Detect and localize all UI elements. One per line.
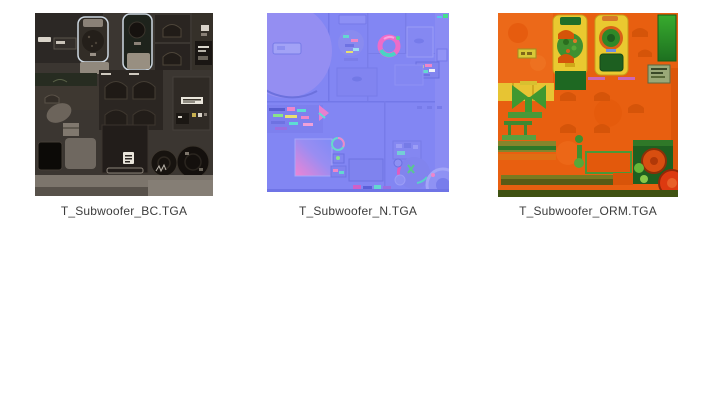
file-item-bc[interactable]: T_Subwoofer_BC.TGA: [35, 13, 213, 218]
file-item-n[interactable]: T_Subwoofer_N.TGA: [267, 13, 449, 218]
texture-thumbnail-orm[interactable]: [498, 13, 678, 197]
texture-thumbnail-bc[interactable]: [35, 13, 213, 196]
file-label-n[interactable]: T_Subwoofer_N.TGA: [298, 204, 418, 218]
file-item-orm[interactable]: T_Subwoofer_ORM.TGA: [498, 13, 678, 218]
texture-thumbnail-n[interactable]: [267, 13, 449, 192]
file-label-bc[interactable]: T_Subwoofer_BC.TGA: [60, 204, 188, 218]
file-label-orm[interactable]: T_Subwoofer_ORM.TGA: [519, 204, 657, 218]
